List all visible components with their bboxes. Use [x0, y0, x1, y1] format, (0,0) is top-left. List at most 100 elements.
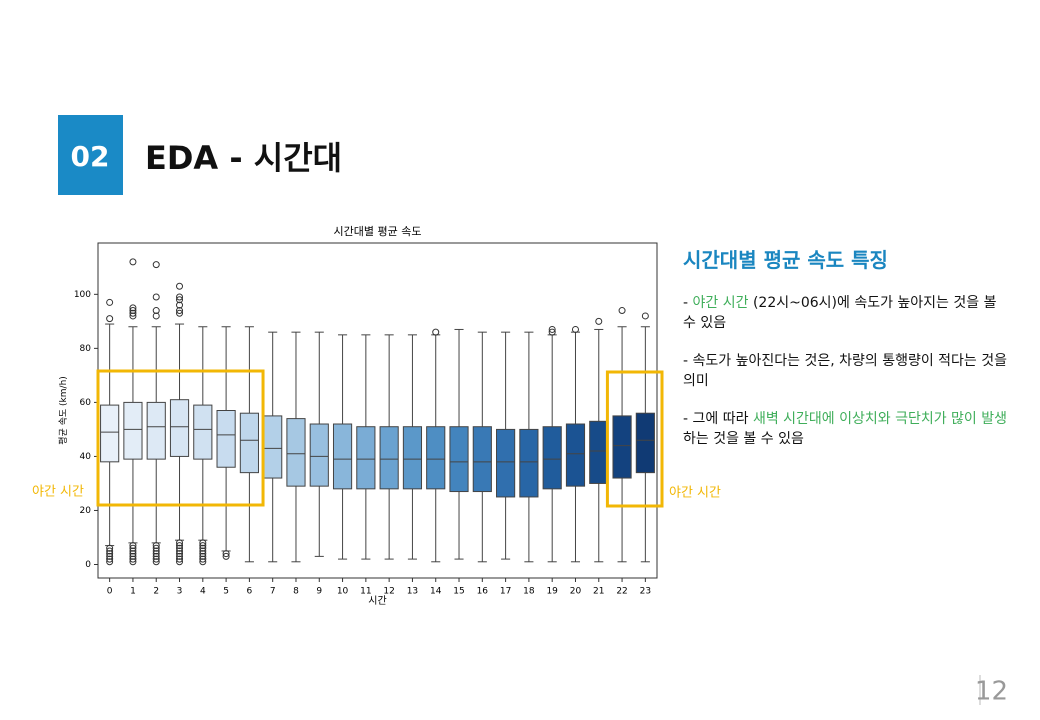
outlier [129, 544, 137, 552]
bullet-part: (22시~06시)에 속도가 높아지는 것을 볼 수 있음 [683, 295, 997, 331]
x-tick-label: 2 [153, 587, 159, 597]
box [123, 401, 143, 460]
outlier [106, 544, 114, 552]
x-axis-label: 시간 [368, 595, 386, 607]
outlier [618, 307, 626, 315]
box [612, 415, 632, 479]
outlier [548, 328, 556, 336]
annotation: 야간 시간 [32, 485, 84, 500]
y-tick-label: 20 [80, 506, 92, 516]
x-tick-label: 21 [593, 587, 604, 597]
outlier [106, 547, 114, 555]
x-tick-label: 19 [546, 587, 558, 597]
x-tick-label: 23 [640, 587, 651, 597]
box [356, 426, 376, 490]
chart-title: 시간대별 평균 속도 [334, 225, 422, 238]
outlier [199, 542, 207, 550]
outlier [176, 555, 184, 563]
x-tick-label: 16 [477, 587, 489, 597]
outlier [106, 555, 114, 563]
box [379, 426, 399, 490]
outlier [176, 282, 184, 290]
outlier [152, 547, 160, 555]
outlier [176, 547, 184, 555]
outlier [432, 328, 440, 336]
outlier [176, 544, 184, 552]
annotation: 야간 시간 [669, 486, 721, 501]
box [635, 412, 655, 474]
bullet-part: 하는 것을 볼 수 있음 [683, 431, 804, 447]
x-tick-label: 22 [616, 587, 627, 597]
x-tick-label: 11 [360, 587, 371, 597]
outlier [152, 555, 160, 563]
slide-title: EDA - 시간대 [145, 139, 342, 177]
outlier [222, 552, 230, 560]
badge [58, 115, 123, 195]
y-tick-label: 100 [74, 290, 91, 300]
y-axis-label: 평균 속도 (km/h) [58, 376, 69, 445]
x-tick-label: 18 [523, 587, 535, 597]
box [472, 426, 492, 493]
outlier [199, 552, 207, 560]
box [496, 428, 516, 498]
outlier [152, 552, 160, 560]
x-tick-label: 20 [570, 587, 582, 597]
bullet-part: - [683, 295, 693, 311]
y-tick-label: 0 [85, 560, 91, 570]
outlier [152, 550, 160, 558]
page-number: 12 [975, 677, 1008, 707]
outlier [176, 309, 184, 317]
box [519, 428, 539, 498]
box [100, 404, 120, 463]
x-tick-label: 5 [223, 587, 229, 597]
outlier [129, 304, 137, 312]
box [426, 426, 446, 490]
outlier [176, 550, 184, 558]
box [449, 426, 469, 493]
outlier [152, 312, 160, 320]
box [193, 404, 213, 460]
bullet-part: 야간 시간 [692, 295, 749, 311]
outlier [129, 555, 137, 563]
outlier [199, 544, 207, 552]
x-tick-label: 1 [130, 587, 136, 597]
x-tick-label: 7 [270, 587, 276, 597]
box [565, 423, 586, 487]
outlier [176, 296, 184, 304]
outlier [106, 550, 114, 558]
outlier [129, 309, 137, 317]
box [146, 401, 166, 460]
outlier [106, 552, 114, 560]
outlier [176, 542, 184, 550]
x-tick-label: 3 [177, 587, 183, 597]
outlier [176, 539, 184, 547]
outlier [176, 293, 184, 301]
outlier [199, 550, 207, 558]
outlier [106, 558, 114, 566]
outlier [152, 558, 160, 566]
highlight-box [605, 370, 664, 508]
y-tick-label: 60 [80, 398, 92, 408]
outlier [129, 552, 137, 560]
x-tick-label: 14 [430, 587, 442, 597]
outlier [176, 301, 184, 309]
outlier [152, 307, 160, 315]
bullet-part: - 속도가 높아진다는 것은, 차량의 통행량이 적다는 것을 의미 [683, 353, 1008, 389]
x-tick-label: 8 [293, 587, 299, 597]
outlier [152, 542, 160, 550]
outlier [129, 558, 137, 566]
outlier [641, 312, 649, 320]
outlier [129, 258, 137, 266]
bullet-part: 새벽 시간대에 이상치와 극단치가 많이 발생 [752, 411, 1008, 427]
highlight-box [96, 369, 265, 507]
x-tick-label: 0 [107, 587, 113, 597]
outlier [199, 558, 207, 566]
outlier [152, 293, 160, 301]
outlier [106, 298, 114, 306]
box [169, 399, 190, 457]
x-tick-label: 4 [200, 587, 206, 597]
outlier [548, 325, 556, 333]
outlier [199, 547, 207, 555]
